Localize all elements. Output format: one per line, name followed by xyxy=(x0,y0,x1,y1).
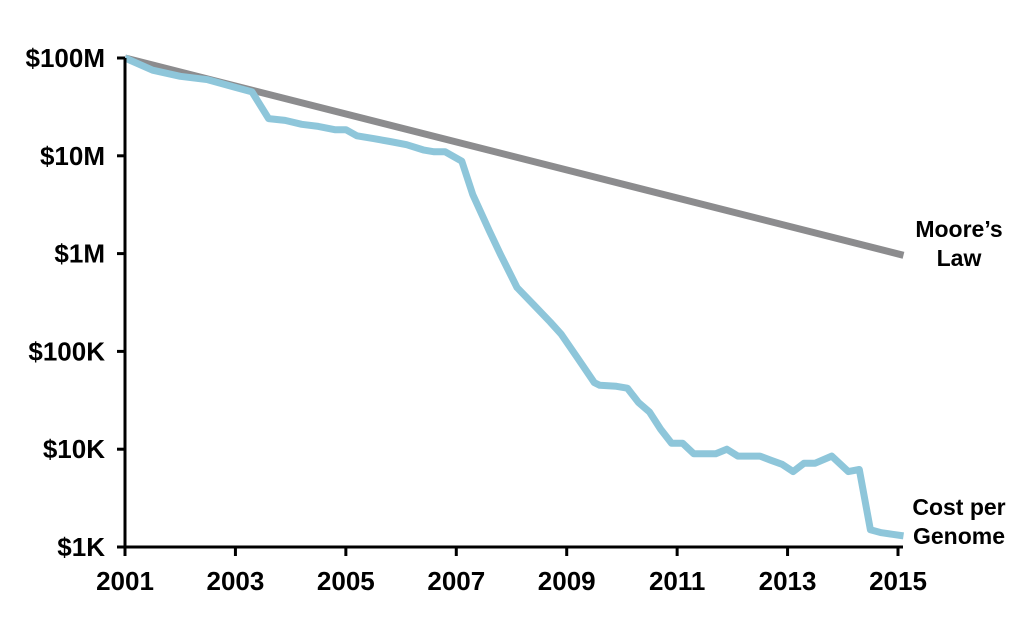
y-tick-label: $1M xyxy=(54,239,105,269)
x-tick-label: 2007 xyxy=(427,566,485,596)
y-tick-label: $10K xyxy=(43,434,105,464)
series-labels: Moore’s Law Cost per Genome xyxy=(912,216,1005,549)
x-tick-label: 2013 xyxy=(759,566,817,596)
moores-law-label-line1: Moore’s xyxy=(915,216,1002,242)
x-tick-label: 2005 xyxy=(317,566,375,596)
x-tick-label: 2015 xyxy=(869,566,927,596)
series-line-cost-per-genome xyxy=(123,54,905,540)
y-tick-label: $1K xyxy=(57,532,105,562)
cost-per-genome-label-line1: Cost per xyxy=(912,494,1005,520)
x-tick-label: 2003 xyxy=(207,566,265,596)
series-layer xyxy=(123,54,905,540)
x-tick-label: 2009 xyxy=(538,566,596,596)
y-tick-label: $100M xyxy=(26,43,106,73)
moores-law-label-line2: Law xyxy=(937,245,982,271)
ticks-layer: $100M $10M $1M $100K $10K $1K 2001 2003 2005 2007… xyxy=(26,43,927,596)
y-tick-label: $100K xyxy=(28,336,105,366)
y-tick-label: $10M xyxy=(40,141,105,171)
cost-per-genome-label-line2: Genome xyxy=(913,523,1005,549)
axes-layer xyxy=(123,58,903,549)
x-tick-label: 2011 xyxy=(649,566,705,596)
x-tick-label: 2001 xyxy=(96,566,154,596)
